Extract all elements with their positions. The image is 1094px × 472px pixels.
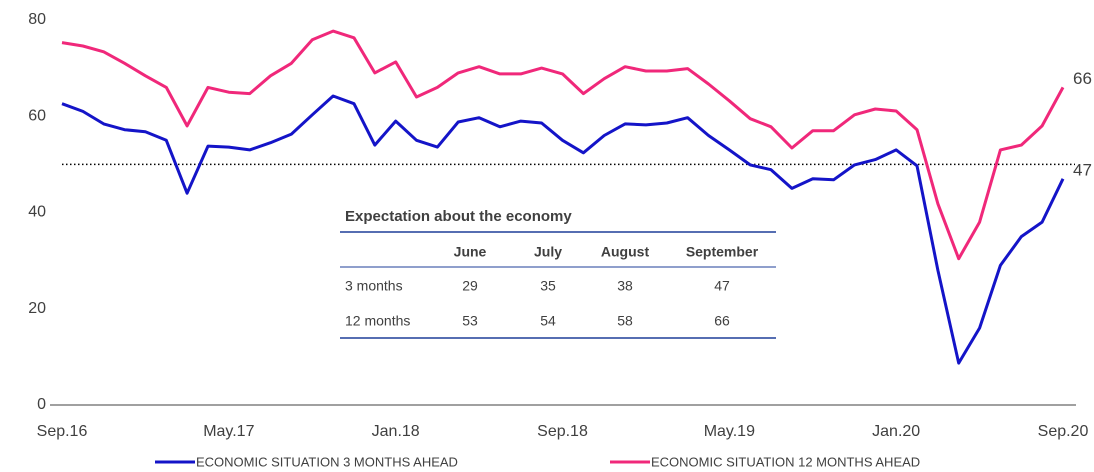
table-row-label: 12 months [345,313,410,329]
x-tick-label: May.17 [203,423,254,440]
table-title: Expectation about the economy [345,208,572,225]
line-series [61,29,1065,261]
table-cell: 47 [714,278,730,294]
table-header: July [534,244,562,260]
legend-label: ECONOMIC SITUATION 12 MONTHS AHEAD [651,454,920,469]
table-cell: 35 [540,278,556,294]
end-value-label: 47 [1073,160,1092,179]
x-tick-label: Sep.16 [37,423,88,440]
line-series [61,94,1065,365]
y-tick-label: 60 [28,107,46,124]
table-cell: 58 [617,313,633,329]
table-cell: 54 [540,313,556,329]
table-cell: 53 [462,313,478,329]
x-tick-label: Jan.18 [372,423,420,440]
y-tick-label: 80 [28,11,46,28]
x-tick-label: Sep.20 [1038,423,1089,440]
table-cell: 29 [462,278,478,294]
y-tick-label: 20 [28,300,46,317]
table-cell: 38 [617,278,633,294]
table-header: August [601,244,650,260]
end-value-label: 66 [1073,69,1092,88]
y-tick-label: 40 [28,204,46,221]
table-header: September [686,244,759,260]
table-cell: 66 [714,313,730,329]
y-tick-label: 0 [37,396,46,413]
x-tick-label: May.19 [704,423,755,440]
legend-label: ECONOMIC SITUATION 3 MONTHS AHEAD [196,454,458,469]
table-row-label: 3 months [345,278,403,294]
x-tick-label: Sep.18 [537,423,588,440]
x-tick-label: Jan.20 [872,423,920,440]
table-header: June [454,244,487,260]
